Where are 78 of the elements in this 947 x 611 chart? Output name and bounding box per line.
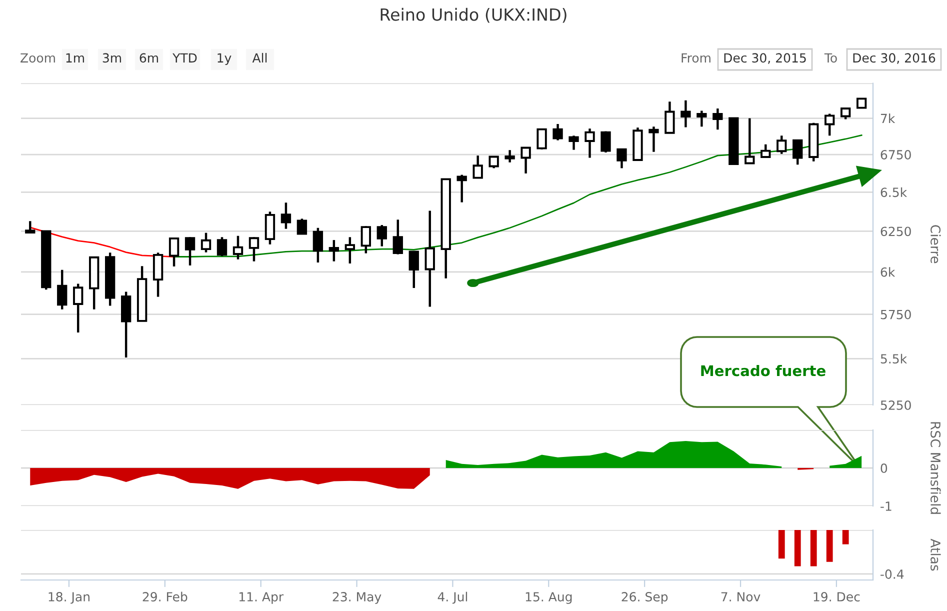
candlestick [296, 218, 308, 236]
text: Dec 30, 2016 [853, 53, 936, 64]
candlestick [744, 117, 755, 164]
y-axis-title: Atlas [930, 538, 941, 571]
x-tick-label: 4. Jul [438, 592, 468, 604]
candlestick [280, 202, 292, 230]
candlestick [552, 122, 563, 142]
x-tick-label: 11. Apr [239, 592, 284, 604]
y-tick-label: 5750 [880, 310, 911, 320]
candlestick [248, 236, 260, 262]
candlestick [664, 100, 675, 134]
candlestick [392, 218, 403, 256]
candlestick [856, 98, 867, 109]
candlestick [776, 134, 787, 156]
candlestick [408, 250, 419, 290]
text: 1y [218, 53, 232, 66]
candlestick [184, 236, 196, 267]
y-tick-label: 5250 [880, 400, 911, 410]
candlestick [216, 236, 228, 258]
text: 3m [102, 53, 122, 63]
annotation: Mercado fuerte [701, 364, 826, 376]
candlestick [600, 130, 611, 154]
candlestick [648, 125, 659, 153]
x-tick-label: 15. Aug [526, 592, 572, 604]
candlestick [73, 282, 84, 334]
candlestick [520, 146, 531, 175]
candlestick [696, 110, 707, 128]
candlestick [360, 225, 371, 254]
candlestick [536, 127, 547, 150]
candlestick [712, 107, 723, 131]
candlestick [456, 174, 467, 204]
candlestick [57, 268, 68, 310]
x-tick-label: 7. Nov [721, 592, 760, 602]
x-tick-label: 18. Jan [48, 592, 90, 604]
candlestick [424, 210, 435, 308]
text: 1m [66, 53, 84, 62]
candlestick [344, 236, 356, 265]
text: 6m [140, 53, 158, 63]
y-tick-label: 7k [880, 114, 896, 124]
candlestick [616, 148, 627, 170]
y-tick-label: 0 [880, 463, 888, 473]
candlestick [504, 148, 515, 164]
y-tick-label: 6250 [880, 226, 911, 236]
x-tick-label: 29. Feb [142, 592, 188, 602]
candlestick [168, 237, 180, 268]
y-axis-title: RSC Mansfield [930, 422, 941, 514]
candlestick [232, 234, 244, 260]
y-tick-label: -1 [880, 502, 892, 511]
candlestick [840, 106, 851, 120]
text: All [252, 52, 267, 62]
y-tick-label: 6750 [880, 150, 911, 160]
y-axis-title: Cierre [930, 225, 941, 264]
text: From [682, 53, 710, 63]
x-tick-label: 19. Dec [814, 592, 860, 602]
candlestick [792, 139, 803, 166]
candlestick [312, 226, 324, 264]
candlestick [760, 143, 771, 158]
y-tick-label: 6k [880, 267, 896, 277]
text: Dec 30, 2015 [724, 53, 806, 64]
chart-title: Reino Unido (UKX:IND) [380, 8, 566, 23]
candlestick [824, 112, 835, 137]
candlestick [376, 224, 387, 248]
candlestick [568, 134, 579, 151]
candlestick [584, 127, 595, 159]
text: Zoom [20, 53, 55, 63]
x-tick-label: 26. Sep [622, 592, 668, 604]
text: To [824, 53, 837, 63]
candlestick [25, 220, 36, 234]
candlestick [200, 232, 212, 254]
text: YTD [172, 53, 197, 62]
x-tick-label: 23. May [332, 592, 382, 604]
candlestick [488, 156, 499, 170]
candlestick [472, 154, 483, 179]
candlestick [680, 99, 691, 128]
y-tick-label: 5.5k [880, 354, 908, 364]
candlestick [328, 238, 340, 262]
y-tick-label: -0.4 [880, 569, 904, 579]
y-tick-label: 6.5k [880, 187, 908, 198]
